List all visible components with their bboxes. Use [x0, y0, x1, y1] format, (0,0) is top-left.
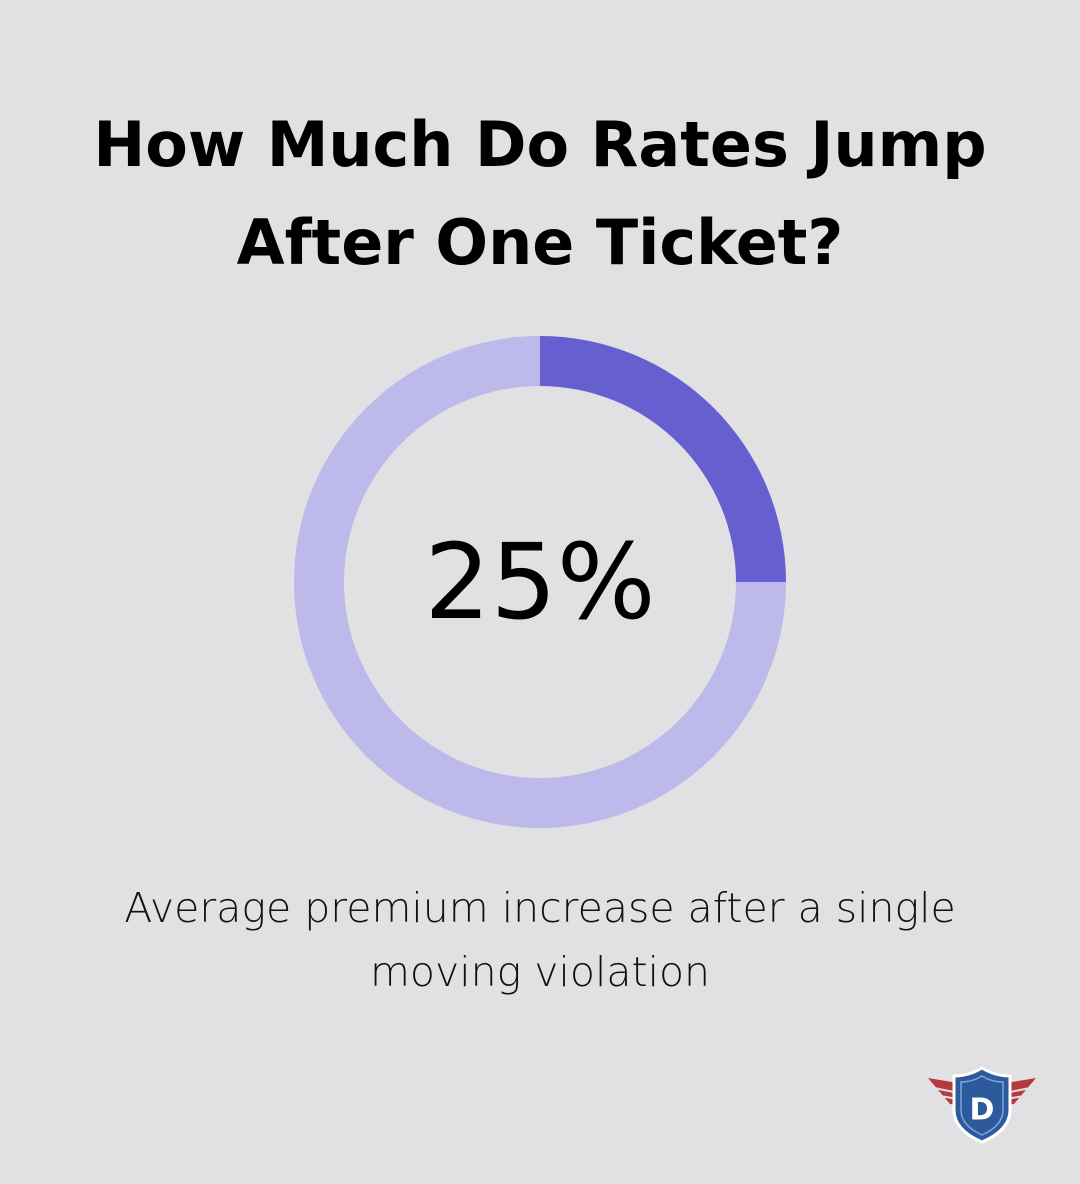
donut-slices [294, 336, 786, 828]
center-value-label: 25% [424, 521, 655, 643]
logo-letter: D [970, 1093, 995, 1128]
donut-value-slice [540, 336, 786, 582]
shield-icon [952, 1066, 1012, 1144]
chart-caption: Average premium increase after a single … [124, 884, 956, 996]
brand-logo: D [928, 1066, 1036, 1144]
chart-title: How Much Do Rates Jump After One Ticket? [93, 108, 987, 279]
donut-chart: 25% [294, 336, 786, 828]
